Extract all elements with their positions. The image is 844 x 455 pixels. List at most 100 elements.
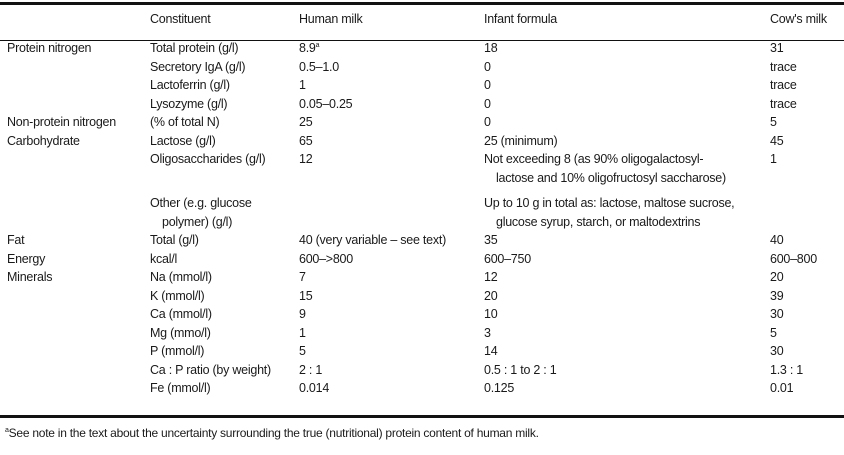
cell-cow: 1	[770, 150, 844, 194]
cell-constituent: P (mmol/l)	[150, 342, 299, 361]
cell-human: 0.05–0.25	[299, 95, 484, 114]
cell-formula: 14	[484, 342, 770, 361]
cell-line: 0.01	[770, 381, 794, 395]
cell-constituent: Lysozyme (g/l)	[150, 95, 299, 114]
cell-line: Lysozyme (g/l)	[150, 96, 228, 111]
cell-line: 20	[770, 270, 784, 284]
table-row: Ca (mmol/l) 9 10 30	[0, 305, 844, 324]
cell-constituent: Secretory IgA (g/l)	[150, 58, 299, 77]
cell-human: 1	[299, 76, 484, 95]
cell-formula: 0	[484, 58, 770, 77]
cell-line: 25 (minimum)	[484, 133, 558, 148]
cell-formula: Up to 10 g in total as: lactose, maltose…	[484, 194, 770, 231]
cell-line: 35	[484, 233, 498, 247]
cell-line: Not exceeding 8 (as 90% oligogalactosyl-	[484, 152, 704, 166]
cell-line: 600–750	[484, 251, 531, 266]
cell-human: 15	[299, 287, 484, 306]
cell-line: 0.05–0.25	[299, 96, 353, 111]
cell-human: 2 : 1	[299, 361, 484, 380]
cell-line: trace	[770, 59, 797, 74]
cell-formula: 12	[484, 268, 770, 287]
cell-formula: 20	[484, 287, 770, 306]
cell-formula: 600–750	[484, 250, 770, 269]
cell-line: glucose syrup, starch, or maltodextrins	[496, 214, 701, 229]
cell-constituent: Mg (mmo/l)	[150, 324, 299, 343]
cell-line: (% of total N)	[150, 115, 220, 129]
cell-line: 1	[299, 78, 306, 92]
cell-constituent: Lactoferrin (g/l)	[150, 76, 299, 95]
cell-category	[0, 305, 150, 324]
cell-formula: 0.5 : 1 to 2 : 1	[484, 361, 770, 380]
cell-line: Secretory IgA (g/l)	[150, 59, 246, 74]
cell-line: 12	[484, 270, 498, 284]
cell-human: 8.9a	[299, 39, 484, 58]
cell-line: Total protein (g/l)	[150, 41, 239, 55]
cell-constituent: Other (e.g. glucose polymer) (g/l)	[150, 194, 299, 231]
cell-cow	[770, 194, 844, 231]
cell-human: 600–>800	[299, 250, 484, 269]
cell-human	[299, 194, 484, 231]
milk-composition-table: Constituent Human milk Infant formula Co…	[0, 0, 844, 398]
cell-formula: 35	[484, 231, 770, 250]
table-row: Energy kcal/l 600–>800 600–750 600–800	[0, 250, 844, 269]
cell-cow: trace	[770, 95, 844, 114]
footnote: aSee note in the text about the uncertai…	[5, 426, 539, 440]
cell-line: 12	[299, 152, 313, 166]
cell-line: 600–800	[770, 251, 817, 266]
cell-line: trace	[770, 78, 797, 92]
cell-formula: Not exceeding 8 (as 90% oligogalactosyl-…	[484, 150, 770, 194]
cell-line: 39	[770, 288, 784, 303]
cell-category	[0, 287, 150, 306]
cell-line: 1	[299, 325, 306, 340]
table-row: Secretory IgA (g/l) 0.5–1.0 0 trace	[0, 58, 844, 77]
cell-constituent: K (mmol/l)	[150, 287, 299, 306]
header-cows-milk: Cow's milk	[770, 12, 827, 26]
table-row: Non-protein nitrogen (% of total N) 25 0 5	[0, 113, 844, 132]
cell-category	[0, 194, 150, 231]
cell-constituent: Ca (mmol/l)	[150, 305, 299, 324]
cell-line: 1.3 : 1	[770, 362, 803, 377]
footnote-marker: a	[5, 427, 9, 434]
table-row: Ca : P ratio (by weight) 2 : 1 0.5 : 1 to …	[0, 361, 844, 380]
cell-line: polymer) (g/l)	[162, 214, 233, 229]
cell-line: 25	[299, 115, 313, 129]
cell-constituent: Fe (mmol/l)	[150, 379, 299, 398]
cell-category	[0, 150, 150, 194]
cell-formula: 0	[484, 113, 770, 132]
cell-line: 8.9	[299, 41, 316, 55]
cell-human: 0.5–1.0	[299, 58, 484, 77]
cell-cow: 45	[770, 132, 844, 151]
table-row: Lactoferrin (g/l) 1 0 trace	[0, 76, 844, 95]
cell-human: 65	[299, 132, 484, 151]
cell-line: Ca (mmol/l)	[150, 307, 212, 321]
header-row: Constituent Human milk Infant formula Co…	[0, 0, 844, 31]
cell-line: Oligosaccharides (g/l)	[150, 152, 266, 166]
cell-line: 0	[484, 96, 491, 111]
table-row: Oligosaccharides (g/l) 12 Not exceeding 8 …	[0, 150, 844, 194]
cell-category: Non-protein nitrogen	[7, 115, 116, 129]
cell-cow: 40	[770, 231, 844, 250]
cell-human: 25	[299, 113, 484, 132]
cell-line: Lactose (g/l)	[150, 133, 216, 148]
cell-category: Protein nitrogen	[7, 41, 92, 55]
cell-line: 0.5–1.0	[299, 59, 339, 74]
cell-line: 7	[299, 270, 306, 284]
table-row: Fe (mmol/l) 0.014 0.125 0.01	[0, 379, 844, 398]
cell-cow: trace	[770, 76, 844, 95]
cell-line: kcal/l	[150, 251, 177, 266]
top-rule	[0, 2, 844, 5]
cell-constituent: Lactose (g/l)	[150, 132, 299, 151]
cell-line: lactose and 10% oligofructosyl saccharos…	[496, 170, 726, 185]
cell-line: 40	[770, 233, 784, 247]
cell-formula: 0.125	[484, 379, 770, 398]
cell-line: Ca : P ratio (by weight)	[150, 362, 271, 377]
cell-cow: 31	[770, 39, 844, 58]
header-rule	[0, 40, 844, 41]
cell-constituent: Na (mmol/l)	[150, 268, 299, 287]
cell-cow: 1.3 : 1	[770, 361, 844, 380]
cell-line: K (mmol/l)	[150, 288, 205, 303]
cell-line: 5	[770, 325, 777, 340]
cell-category	[0, 58, 150, 77]
cell-category: Minerals	[7, 270, 53, 284]
cell-line: Lactoferrin (g/l)	[150, 78, 230, 92]
